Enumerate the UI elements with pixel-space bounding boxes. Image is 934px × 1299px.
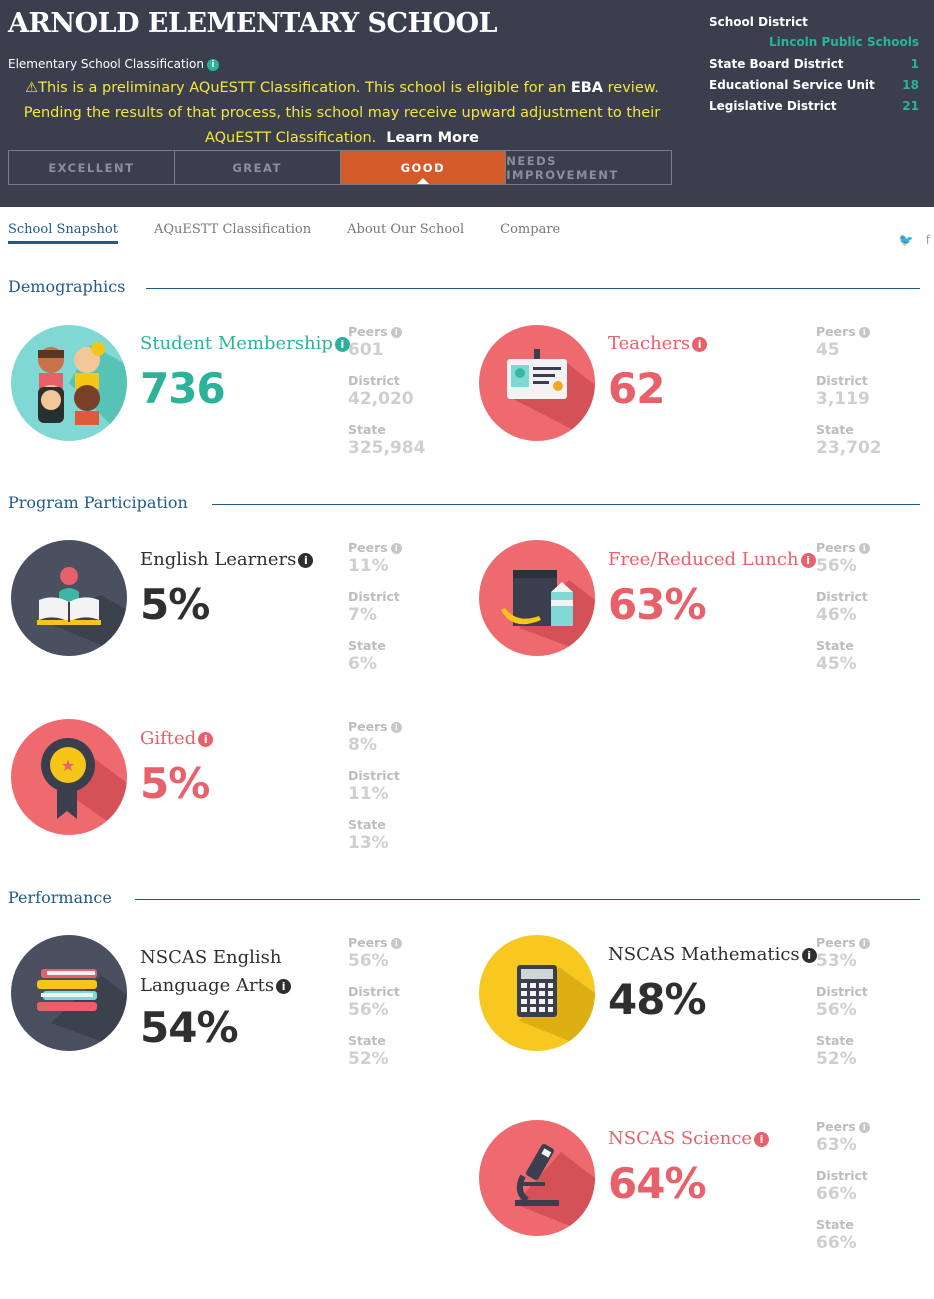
section-performance: Performance [8,888,112,907]
school-district-label: School District [709,14,808,29]
classification-great[interactable]: GREAT [175,151,341,184]
info-icon[interactable]: i [276,978,292,994]
student-membership-value: 736 [140,364,226,413]
english-learners-label: English Learners i [140,549,314,570]
state-board-label: State Board District [709,56,844,71]
esu-value: 18 [902,77,919,92]
tab-compare[interactable]: Compare [500,222,561,237]
nscas-math-label: NSCAS Mathematics i [608,944,817,965]
svg-text:★: ★ [61,756,75,775]
district-info: School District Lincoln Public Schools S… [709,11,919,116]
teachers-compare: Peers i 45 District 3,119 State 23,702 [816,324,882,458]
section-divider [212,504,920,505]
classification-good[interactable]: GOOD [340,151,507,184]
facebook-icon[interactable]: f [925,233,930,247]
nscas-math-compare: Peers i 53% District 56% State 52% [816,935,870,1069]
english-learners-value: 5% [140,580,210,629]
student-membership-label: Student Membership i [140,333,350,354]
award-ribbon-icon: ★ [11,719,127,835]
free-reduced-lunch-compare: Peers i 56% District 46% State 45% [816,540,870,674]
info-icon[interactable]: i [206,58,219,71]
info-icon[interactable]: i [800,552,816,568]
student-membership-compare: Peers i 601 District 42,020 State 325,984 [348,324,426,458]
nscas-ela-value: 54% [140,1003,239,1052]
info-icon[interactable]: i [858,327,870,338]
info-icon[interactable]: i [334,336,350,352]
classification-needs-improvement[interactable]: NEEDS IMPROVEMENT [506,153,619,182]
info-icon[interactable]: i [198,731,214,747]
info-icon[interactable]: i [390,543,402,554]
info-icon[interactable]: i [390,327,402,338]
id-badge-icon [479,325,595,441]
gifted-label: Gifted i [140,728,214,749]
info-icon[interactable]: i [692,336,708,352]
teachers-value: 62 [608,364,665,413]
state-board-value: 1 [910,56,919,71]
legislative-label: Legislative District [709,98,837,113]
gifted-value: 5% [140,759,210,808]
classification-label: Elementary School Classification i [8,57,219,71]
legislative-value: 21 [902,98,919,113]
info-icon[interactable]: i [858,1122,870,1133]
info-icon[interactable]: i [858,938,870,949]
nscas-science-value: 64% [608,1159,707,1208]
nscas-math-value: 48% [608,975,707,1024]
tab-about-our-school[interactable]: About Our School [347,222,465,237]
tab-aquestt-classification[interactable]: AQuESTT Classification [153,222,312,237]
esu-label: Educational Service Unit [709,77,875,92]
teachers-label: Teachers i [608,333,708,354]
classification-excellent[interactable]: EXCELLENT [9,151,175,184]
students-icon [11,325,127,441]
microscope-icon [479,1120,595,1236]
social-links: 🐦 f [899,233,930,247]
nscas-science-label: NSCAS Science i [608,1128,770,1149]
info-icon[interactable]: i [390,938,402,949]
section-demographics: Demographics [8,277,126,296]
section-divider [146,288,920,289]
free-reduced-lunch-label: Free/Reduced Lunch i [608,549,816,570]
info-icon[interactable]: i [754,1131,770,1147]
info-icon[interactable]: i [858,543,870,554]
preliminary-notice: ⚠This is a preliminary AQuESTT Classific… [23,80,661,146]
free-reduced-lunch-value: 63% [608,580,707,629]
info-icon[interactable]: i [801,947,817,963]
nscas-ela-label: NSCAS English Language Arts i [140,944,292,1000]
gifted-compare: Peers i 8% District 11% State 13% [348,719,402,853]
warning-icon: ⚠ [25,80,39,96]
tab-school-snapshot[interactable]: School Snapshot [8,222,118,244]
page-tabs: School Snapshot AQuESTT Classification A… [8,222,560,244]
eba-text: EBA [570,80,604,96]
lunch-bag-icon [479,540,595,656]
english-learners-compare: Peers i 11% District 7% State 6% [348,540,402,674]
classification-bar: EXCELLENT GREAT GOOD NEEDS IMPROVEMENT [8,150,672,185]
school-header: ARNOLD ELEMENTARY SCHOOL Elementary Scho… [0,0,934,207]
books-stack-icon [11,935,127,1051]
calculator-icon [479,935,595,1051]
info-icon[interactable]: i [298,552,314,568]
school-district-link[interactable]: Lincoln Public Schools [769,35,919,49]
learn-more-link[interactable]: Learn More [386,130,480,146]
info-icon[interactable]: i [390,722,402,733]
nscas-ela-compare: Peers i 56% District 56% State 52% [348,935,402,1069]
nscas-science-compare: Peers i 63% District 66% State 66% [816,1119,870,1253]
section-program-participation: Program Participation [8,493,188,512]
section-divider [135,899,920,900]
school-title: ARNOLD ELEMENTARY SCHOOL [8,8,498,39]
reader-book-icon [11,540,127,656]
twitter-icon[interactable]: 🐦 [898,233,914,247]
